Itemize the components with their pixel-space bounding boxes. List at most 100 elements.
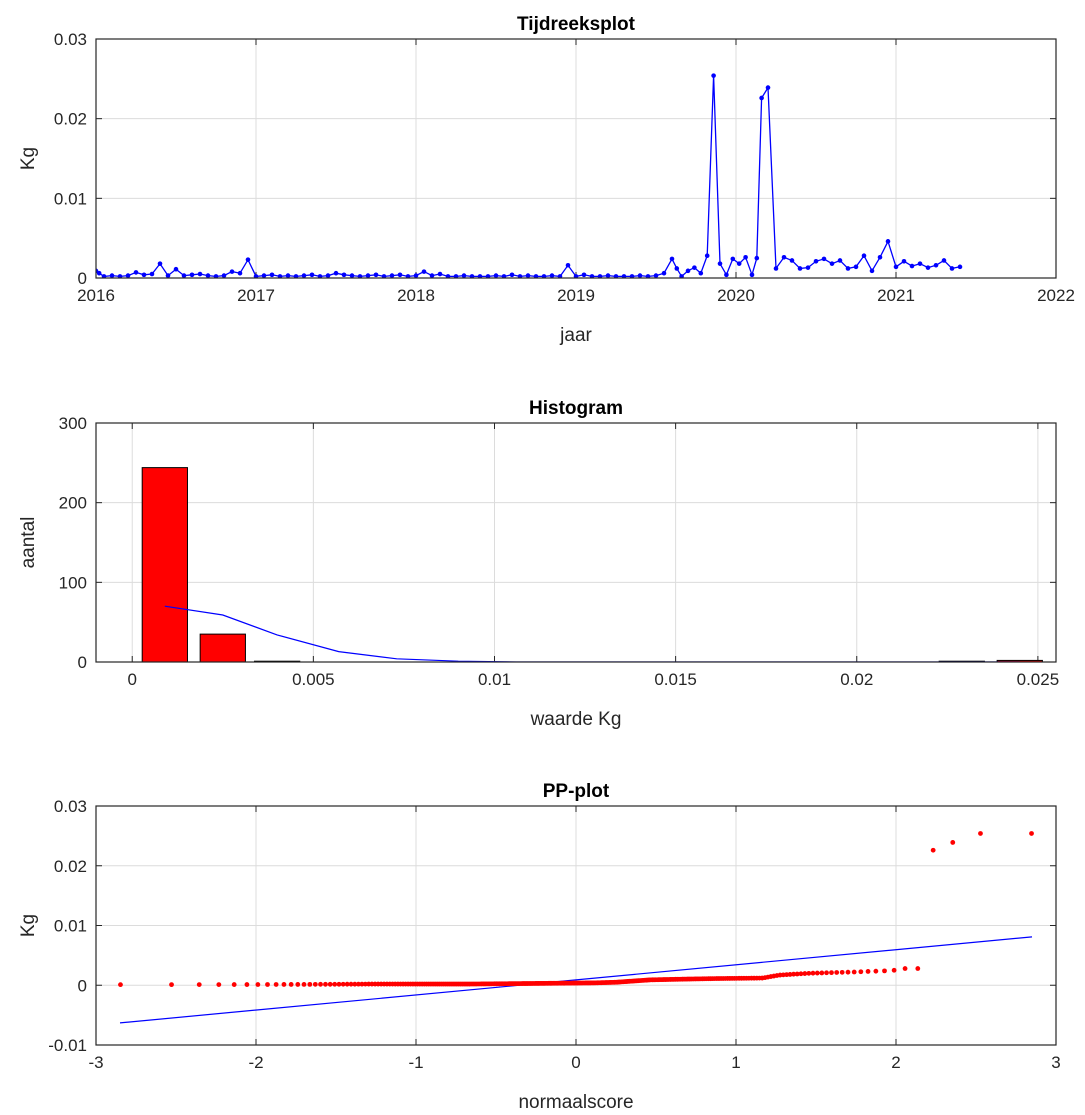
data-point [501, 274, 507, 278]
pp-point [216, 982, 222, 987]
x-tick-label: 2020 [717, 286, 755, 305]
chart-title: PP-plot [543, 781, 610, 802]
data-point [493, 273, 499, 278]
pp-point [802, 971, 808, 976]
x-tick-label: 2022 [1037, 286, 1075, 305]
data-point [189, 272, 195, 278]
data-point [637, 273, 643, 278]
pp-point [902, 966, 908, 971]
chart-title: Histogram [529, 398, 623, 419]
pp-point [318, 981, 323, 987]
data-point [581, 272, 587, 278]
data-point [421, 269, 427, 274]
y-tick-label: 0.02 [54, 110, 87, 129]
data-point [645, 274, 651, 278]
data-point [341, 272, 347, 278]
data-point [173, 266, 179, 272]
pp-plot-chart: -3 -2 -1 0 1 2 3 -0.01 0 0.01 0.02 0.03 PP-plot norma… [18, 781, 1061, 1113]
timeseries-chart: 2016 2017 2018 2019 2020 2021 2022 0 0.01 0.02 0.0… [18, 14, 1075, 346]
series-line [96, 75, 961, 278]
data-point [661, 270, 667, 276]
data-point [373, 272, 379, 278]
histogram-bar [141, 467, 188, 662]
data-point [853, 264, 859, 270]
data-point [692, 265, 697, 270]
data-point [736, 261, 742, 266]
data-point [789, 258, 795, 263]
axes-frame [95, 422, 1057, 663]
x-tick-label: 0.005 [292, 670, 335, 689]
x-tick-label: 0.02 [840, 670, 873, 689]
x-tick-label: 1 [731, 1053, 740, 1072]
pp-point [839, 969, 845, 975]
data-point [743, 254, 748, 260]
y-tick-label: 0.01 [54, 917, 87, 936]
x-axis-label: jaar [559, 325, 592, 346]
data-point [933, 262, 939, 268]
data-point [117, 274, 123, 278]
data-point [165, 273, 171, 278]
data-point [509, 272, 515, 278]
axes-frame [95, 805, 1057, 1046]
pp-point [327, 981, 333, 987]
data-point [469, 274, 475, 278]
pp-point [865, 969, 871, 974]
y-tick-label: 300 [59, 414, 87, 433]
data-point [698, 270, 704, 276]
y-tick-label: 0.03 [54, 797, 87, 816]
data-point [941, 258, 947, 263]
pp-point [824, 970, 829, 976]
data-point [589, 274, 595, 278]
data-point [821, 256, 827, 262]
y-tick-label: 200 [59, 494, 87, 513]
x-axis-label: waarde Kg [530, 709, 622, 730]
pp-point [169, 982, 174, 988]
data-point [109, 273, 115, 278]
y-tick-label: 0.03 [54, 30, 87, 49]
data-point [765, 85, 771, 90]
data-point [837, 258, 843, 263]
data-point [797, 266, 803, 271]
y-axis-label: aantal [18, 517, 39, 569]
x-tick-label: 3 [1051, 1053, 1060, 1072]
data-point [704, 253, 710, 258]
data-point [357, 274, 363, 278]
data-point [549, 273, 555, 278]
data-point [669, 256, 675, 262]
pp-point [882, 968, 887, 974]
data-point [445, 274, 451, 278]
data-point [749, 272, 755, 278]
pp-point [244, 982, 250, 987]
data-point [405, 274, 411, 278]
pp-point [352, 981, 358, 987]
histogram-bar [199, 633, 246, 662]
data-point [565, 262, 571, 268]
pp-point [323, 981, 328, 987]
pp-point [814, 970, 820, 976]
x-tick-label: 0.025 [1017, 670, 1060, 689]
x-tick-label: 0.01 [478, 670, 511, 689]
data-point [781, 254, 787, 260]
data-point [101, 274, 107, 278]
data-point [679, 274, 684, 278]
pp-point [118, 982, 123, 988]
data-point [261, 273, 267, 278]
x-tick-label: 2017 [237, 286, 275, 305]
pp-point [915, 966, 921, 971]
pp-point [834, 970, 840, 975]
pp-point [851, 969, 857, 975]
pp-point [978, 831, 983, 836]
y-tick-label: -0.01 [48, 1036, 87, 1055]
normal-fit-curve [164, 605, 1020, 662]
data-point [213, 274, 219, 278]
data-point [349, 273, 355, 278]
data-point [485, 274, 491, 278]
data-point [885, 239, 891, 244]
pp-point [858, 969, 864, 975]
data-point [674, 266, 680, 271]
data-point [517, 274, 523, 278]
pp-point [231, 982, 237, 987]
data-point [861, 253, 867, 258]
data-point [773, 266, 779, 271]
data-point [397, 272, 403, 278]
